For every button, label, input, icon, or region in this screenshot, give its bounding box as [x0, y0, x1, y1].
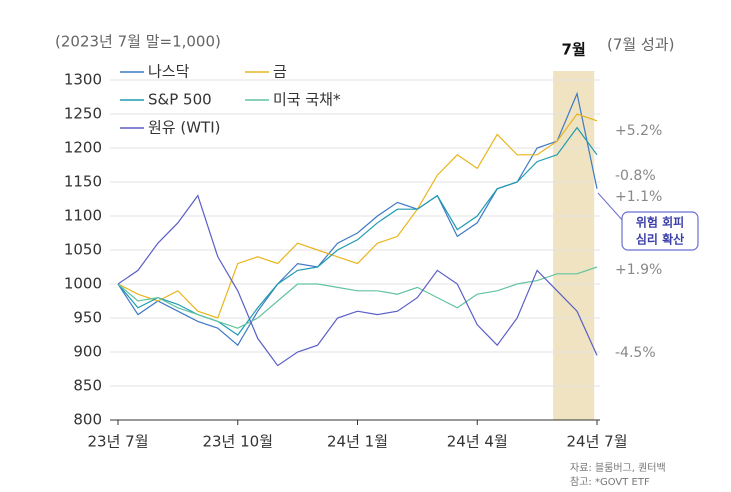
- y-tick-label: 1050: [64, 241, 102, 259]
- legend-label: 원유 (WTI): [148, 119, 221, 137]
- x-tick-label: 24년 4월: [447, 433, 508, 451]
- highlight-label: 7월: [562, 41, 586, 59]
- y-tick-label: 1200: [64, 139, 102, 157]
- annotation: +5.2%: [615, 123, 662, 139]
- x-tick-label: 24년 7월: [567, 433, 628, 451]
- callout-box: [621, 211, 699, 251]
- series-line: [117, 194, 598, 367]
- callout-pointer: [597, 192, 625, 223]
- y-tick-label: 900: [73, 343, 102, 361]
- annotation: +1.9%: [615, 262, 662, 278]
- callout-text: 위험 회피: [636, 215, 684, 230]
- y-tick-label: 800: [73, 411, 102, 429]
- x-tick-label: 23년 10월: [202, 433, 273, 451]
- subtitle: (2023년 7월 말=1,000): [55, 33, 221, 51]
- right-header: (7월 성과): [607, 36, 674, 54]
- note: 참고: *GOVT ETF: [570, 476, 650, 488]
- x-tick-label: 24년 1월: [327, 433, 388, 451]
- y-tick-label: 950: [73, 309, 102, 327]
- legend-label: S&P 500: [148, 91, 212, 109]
- highlight-band: [553, 71, 595, 420]
- y-tick-label: 1100: [64, 207, 102, 225]
- annotation: +1.1%: [615, 189, 662, 205]
- callout-text: 심리 확산: [636, 232, 684, 247]
- y-tick-label: 1150: [64, 173, 102, 191]
- legend-label: 금: [273, 63, 287, 81]
- y-tick-label: 1000: [64, 275, 102, 293]
- legend-label: 미국 국채*: [273, 91, 341, 109]
- x-tick-label: 23년 7월: [88, 433, 149, 451]
- y-tick-label: 1250: [64, 105, 102, 123]
- y-tick-label: 1300: [64, 71, 102, 89]
- source: 자료: 블룸버그, 퀀터백: [570, 462, 666, 474]
- annotation: -4.5%: [615, 345, 656, 361]
- series-line: [117, 266, 598, 329]
- legend-label: 나스닥: [148, 63, 190, 81]
- y-tick-label: 850: [73, 377, 102, 395]
- series-line: [117, 113, 598, 319]
- annotation: -0.8%: [615, 168, 656, 184]
